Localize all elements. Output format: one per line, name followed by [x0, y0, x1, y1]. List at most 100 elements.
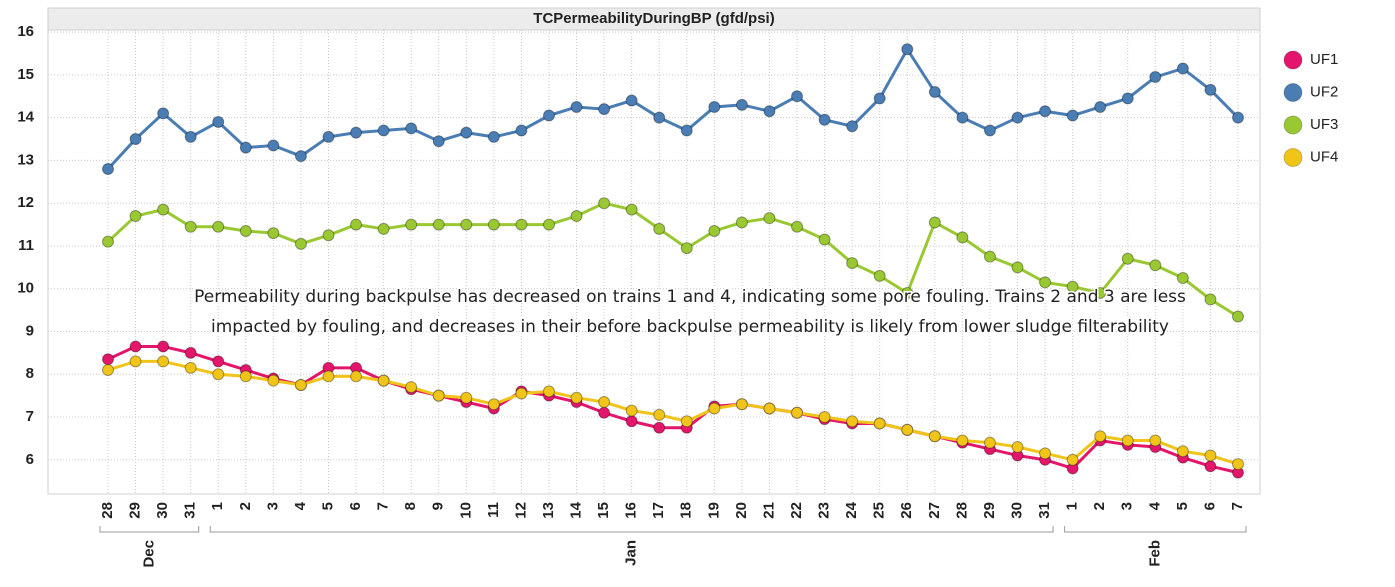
legend-marker: [1283, 115, 1303, 135]
y-tick-label: 10: [17, 280, 34, 297]
series-line: [106, 46, 1240, 171]
data-point: [267, 374, 280, 387]
data-point: [184, 220, 197, 233]
data-point: [570, 100, 583, 113]
data-point: [983, 124, 996, 137]
data-point: [598, 103, 611, 116]
data-point: [267, 227, 280, 240]
data-point: [1121, 252, 1134, 265]
data-point: [432, 389, 445, 402]
data-point: [1176, 272, 1189, 285]
x-tick-label: 31: [1036, 502, 1053, 519]
data-point: [680, 242, 693, 255]
data-point: [625, 404, 638, 417]
x-group-label: Feb: [1146, 540, 1163, 567]
data-point: [239, 224, 252, 237]
data-point: [956, 434, 969, 447]
data-point: [928, 86, 941, 99]
legend-marker: [1283, 83, 1303, 102]
data-point: [956, 111, 969, 124]
data-point: [735, 98, 748, 111]
x-tick-label: 4: [292, 501, 309, 510]
data-point: [928, 430, 941, 443]
x-tick-label: 22: [788, 502, 805, 519]
data-point: [818, 233, 831, 246]
x-group-label: Dec: [140, 540, 157, 568]
data-point: [129, 133, 142, 146]
data-point: [928, 216, 941, 229]
series-line: [107, 344, 1239, 475]
data-point: [157, 203, 170, 216]
x-tick-label: 6: [1201, 502, 1218, 510]
data-point: [157, 355, 170, 368]
data-point: [432, 218, 445, 231]
data-point: [873, 269, 886, 282]
x-tick-label: 21: [760, 502, 777, 519]
x-tick-label: 12: [512, 502, 529, 519]
y-tick-label: 7: [26, 408, 34, 425]
data-point: [791, 90, 804, 103]
data-point: [184, 361, 197, 374]
data-point: [102, 235, 114, 248]
x-tick-label: 6: [347, 502, 364, 510]
x-tick-label: 5: [1174, 502, 1191, 510]
data-point: [322, 370, 335, 383]
data-point: [791, 406, 804, 419]
x-tick-label: 5: [319, 502, 336, 510]
data-point: [873, 92, 886, 105]
x-tick-label: 10: [457, 502, 474, 519]
data-point: [239, 141, 252, 154]
x-group-label: Jan: [623, 540, 640, 566]
data-point: [901, 423, 914, 436]
data-point: [1204, 460, 1217, 473]
x-tick-label: 27: [926, 502, 943, 519]
data-point: [625, 415, 638, 428]
x-tick-label: 13: [540, 502, 557, 519]
data-point: [460, 218, 473, 231]
data-point: [1176, 445, 1189, 458]
x-tick-label: 23: [816, 502, 833, 519]
data-point: [322, 229, 335, 242]
data-point: [570, 391, 583, 404]
y-tick-label: 13: [17, 151, 34, 168]
legend-label: UF3: [1310, 116, 1338, 133]
data-point: [102, 363, 114, 376]
data-point: [129, 340, 142, 353]
data-point: [653, 222, 666, 235]
annotation: impacted by fouling, and decreases in th…: [211, 317, 1169, 337]
group-bracket: [99, 526, 200, 533]
data-point: [239, 370, 252, 383]
data-point: [1232, 458, 1244, 471]
data-point: [818, 411, 831, 424]
legend-label: UF4: [1310, 148, 1338, 165]
x-tick-label: 1: [209, 502, 226, 510]
x-tick-label: 28: [99, 502, 116, 519]
data-point: [1094, 287, 1107, 300]
data-point: [515, 218, 528, 231]
data-point: [653, 421, 666, 434]
data-point: [1121, 92, 1134, 105]
data-point: [763, 212, 776, 225]
legend-label: UF2: [1310, 83, 1338, 100]
data-point: [102, 353, 114, 366]
data-point: [212, 355, 225, 368]
data-point: [735, 398, 748, 411]
data-point: [983, 436, 996, 449]
x-tick-label: 18: [678, 502, 695, 519]
data-point: [487, 218, 500, 231]
y-tick-label: 6: [26, 451, 34, 468]
group-bracket: [209, 526, 1054, 533]
data-point: [515, 387, 528, 400]
x-tick-label: 8: [402, 502, 419, 510]
data-point: [1039, 447, 1052, 460]
data-point: [542, 218, 555, 231]
data-point: [708, 224, 721, 237]
x-tick-label: 16: [623, 502, 640, 519]
x-tick-label: 26: [898, 502, 915, 519]
data-point: [487, 398, 500, 411]
data-point: [901, 287, 914, 300]
data-point: [846, 120, 859, 133]
data-point: [708, 402, 721, 415]
x-tick-label: 15: [595, 502, 612, 519]
data-point: [432, 135, 445, 148]
